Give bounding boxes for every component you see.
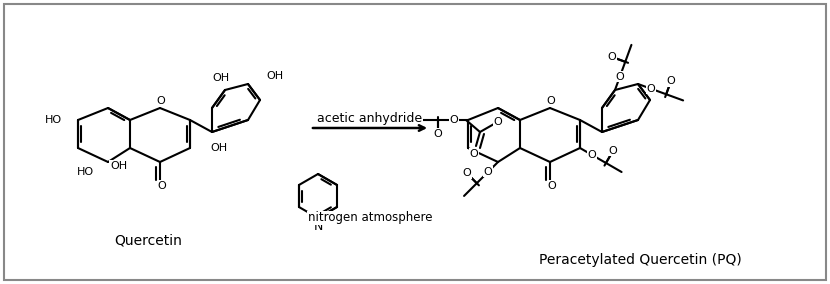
Text: nitrogen atmosphere: nitrogen atmosphere (308, 212, 432, 224)
Text: O: O (462, 168, 471, 178)
Text: OH: OH (210, 143, 227, 153)
Text: O: O (494, 117, 502, 127)
Text: acetic anhydride: acetic anhydride (317, 112, 422, 124)
Text: O: O (433, 129, 442, 139)
Text: OH: OH (110, 161, 127, 171)
Text: O: O (158, 181, 166, 191)
Text: N: N (313, 220, 323, 233)
Text: O: O (647, 84, 656, 94)
Text: O: O (450, 115, 458, 125)
Text: O: O (608, 52, 617, 62)
Text: O: O (157, 96, 165, 106)
Text: O: O (484, 167, 492, 177)
Text: OH: OH (212, 73, 230, 83)
Text: O: O (548, 181, 556, 191)
Text: O: O (547, 96, 555, 106)
Text: O: O (608, 146, 618, 156)
Text: O: O (588, 150, 597, 160)
Text: HO: HO (77, 167, 94, 177)
Text: HO: HO (45, 115, 62, 125)
Text: O: O (470, 149, 478, 159)
Text: Peracetylated Quercetin (PQ): Peracetylated Quercetin (PQ) (539, 253, 741, 267)
Text: OH: OH (266, 71, 283, 81)
Text: Quercetin: Quercetin (114, 233, 182, 247)
Text: O: O (666, 76, 676, 86)
Text: O: O (615, 72, 624, 82)
